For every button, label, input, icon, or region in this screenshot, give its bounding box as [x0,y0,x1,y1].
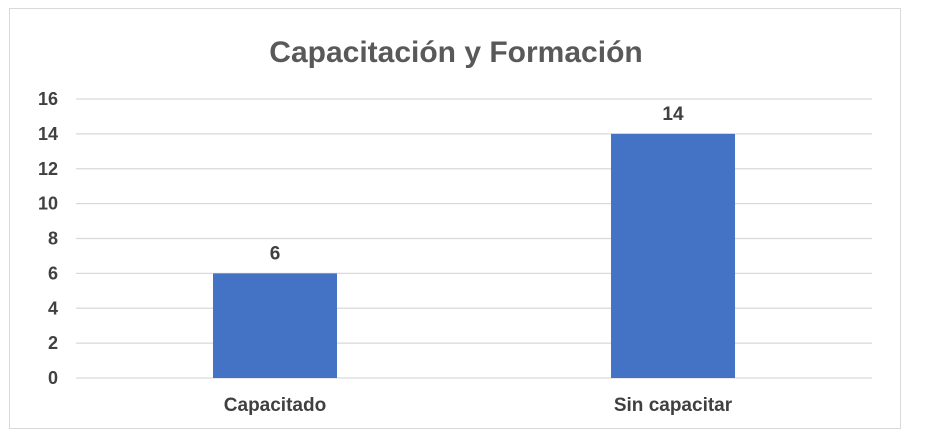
y-axis-tick-labels: 0 2 4 6 8 10 12 14 16 [38,89,58,388]
y-tick-label: 6 [48,263,58,283]
chart-title: Capacitación y Formación [269,36,642,69]
data-label: 14 [662,104,684,125]
y-tick-label: 10 [38,194,58,214]
data-labels: 6 14 [270,104,684,265]
bar-sin-capacitar [611,133,735,378]
gridlines [76,98,872,379]
y-tick-label: 0 [48,368,58,388]
chart-frame: Capacitación y Formación 0 2 4 6 8 10 12 14 16 6… [9,8,901,429]
y-tick-label: 4 [48,298,58,318]
x-category-label: Sin capacitar [614,395,733,416]
y-tick-label: 8 [48,229,58,249]
data-label: 6 [270,243,281,264]
bars [213,133,735,378]
x-category-label: Capacitado [224,395,326,416]
bar-chart: Capacitación y Formación 0 2 4 6 8 10 12 14 16 6… [38,36,872,416]
y-tick-label: 2 [48,333,58,353]
bar-capacitado [213,273,337,378]
x-axis-category-labels: Capacitado Sin capacitar [224,395,733,416]
y-tick-label: 16 [38,89,58,109]
y-tick-label: 12 [38,159,58,179]
y-tick-label: 14 [38,124,58,144]
